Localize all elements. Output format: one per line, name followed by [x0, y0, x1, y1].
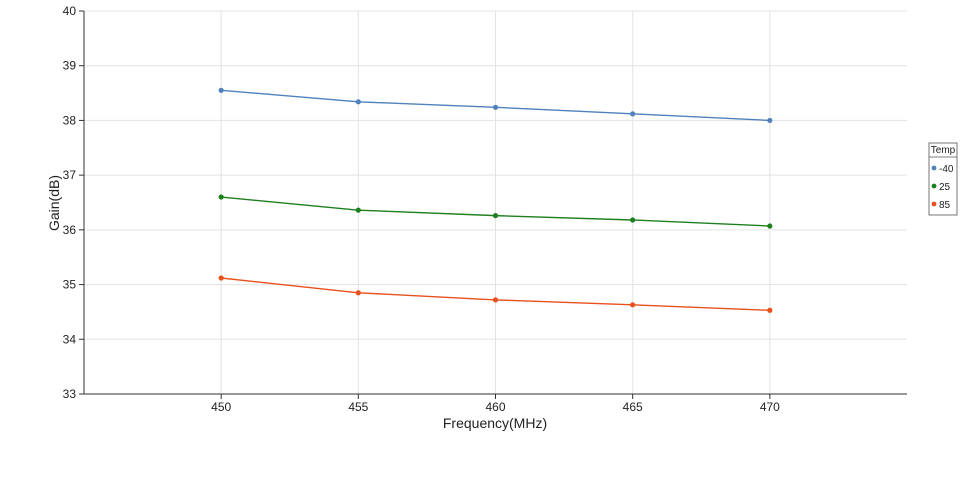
series-85 — [218, 275, 773, 313]
legend-marker — [931, 183, 937, 189]
y-tick-label: 39 — [63, 59, 77, 73]
y-tick-label: 37 — [63, 168, 77, 182]
y-tick-label: 34 — [63, 332, 77, 346]
legend-marker — [931, 201, 937, 207]
y-tick-label: 33 — [63, 387, 77, 401]
data-point — [492, 213, 499, 219]
legend-items: -40 25 85 — [931, 164, 954, 211]
data-point — [355, 99, 361, 105]
y-tick-label: 38 — [63, 113, 77, 127]
data-point — [767, 223, 773, 229]
y-tick-label: 35 — [63, 278, 77, 292]
legend-entry-label: -40 — [939, 164, 954, 175]
x-tick-label: 460 — [485, 400, 505, 414]
y-tick-label: 40 — [63, 4, 77, 18]
x-tick-label: 470 — [760, 400, 780, 414]
data-point — [767, 307, 773, 313]
x-tick-label: 450 — [211, 400, 231, 414]
series-group — [218, 87, 773, 313]
legend-entry-label: 25 — [939, 182, 951, 193]
data-point — [492, 297, 499, 303]
legend-entry-label: 85 — [939, 200, 951, 211]
data-point — [630, 217, 636, 223]
data-point — [355, 290, 361, 296]
y-tick-labels: 33 34 35 36 37 38 39 40 — [63, 4, 77, 401]
legend: Temp -40 25 85 — [928, 142, 958, 216]
data-point — [218, 275, 224, 281]
series--40 — [218, 87, 773, 124]
x-tick-label: 465 — [623, 400, 643, 414]
data-point — [218, 87, 224, 93]
y-axis-label: Gain(dB) — [46, 175, 62, 231]
legend-title: Temp — [931, 145, 956, 156]
data-point — [630, 302, 636, 308]
legend-marker — [931, 165, 937, 171]
series-25 — [218, 194, 773, 229]
data-point — [492, 104, 499, 110]
data-point — [355, 207, 361, 213]
x-tick-labels: 450 455 460 465 470 — [211, 400, 780, 414]
x-axis-label: Frequency(MHz) — [443, 415, 547, 431]
data-point — [218, 194, 224, 200]
data-point — [630, 111, 636, 117]
grid-lines — [84, 10, 907, 395]
y-tick-label: 36 — [63, 223, 77, 237]
data-point — [767, 117, 773, 124]
axes — [79, 10, 907, 399]
x-tick-label: 455 — [348, 400, 368, 414]
